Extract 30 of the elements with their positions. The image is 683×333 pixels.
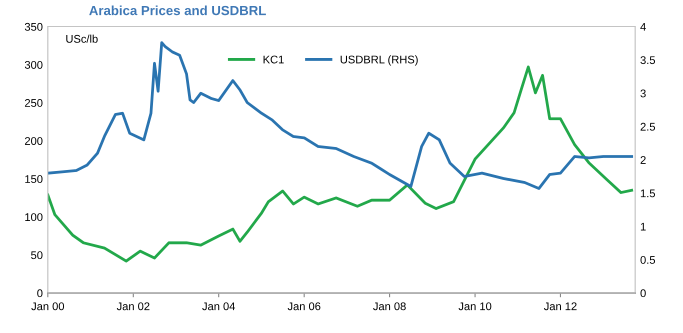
y2-tick-label: 3	[640, 90, 646, 98]
y2-tick-label: 4	[640, 23, 646, 31]
y2-tick-label: 2.5	[640, 122, 656, 131]
x-tick-label: Jan 12	[544, 302, 577, 310]
x-tick-label: Jan 06	[288, 302, 320, 310]
y2-tick-label: 2	[640, 156, 646, 164]
y-tick-label: 200	[24, 137, 43, 145]
y-tick-label: 250	[24, 99, 43, 107]
x-tick-label: Jan 10	[458, 302, 492, 310]
y2-tick-label: 0	[640, 289, 646, 298]
y-axis-title: USc/lb	[66, 34, 98, 43]
y2-tick-label: 0.5	[640, 256, 656, 264]
y-tick-label: 300	[24, 60, 43, 69]
y2-tick-label: 1.5	[640, 190, 656, 198]
y-tick-label: 0	[37, 289, 43, 298]
line-series	[48, 66, 634, 262]
legend-label: KC1	[264, 56, 284, 64]
legend-label: USDBRL (RHS)	[340, 55, 418, 66]
x-tick-label: Jan 00	[31, 302, 64, 310]
line-series	[48, 41, 634, 190]
y2-tick-label: 1	[640, 222, 646, 230]
y2-tick-label: 3.5	[640, 56, 656, 64]
y-tick-label: 50	[31, 251, 43, 260]
chart-title: Arabica Prices and USDBRL	[89, 6, 266, 16]
y-tick-label: 350	[24, 22, 43, 31]
x-tick-label: Jan 02	[116, 302, 150, 310]
y-tick-label: 150	[25, 175, 43, 184]
y-tick-label: 100	[25, 213, 43, 222]
x-tick-label: Jan 04	[202, 302, 236, 310]
x-tick-label: Jan 08	[373, 302, 406, 310]
